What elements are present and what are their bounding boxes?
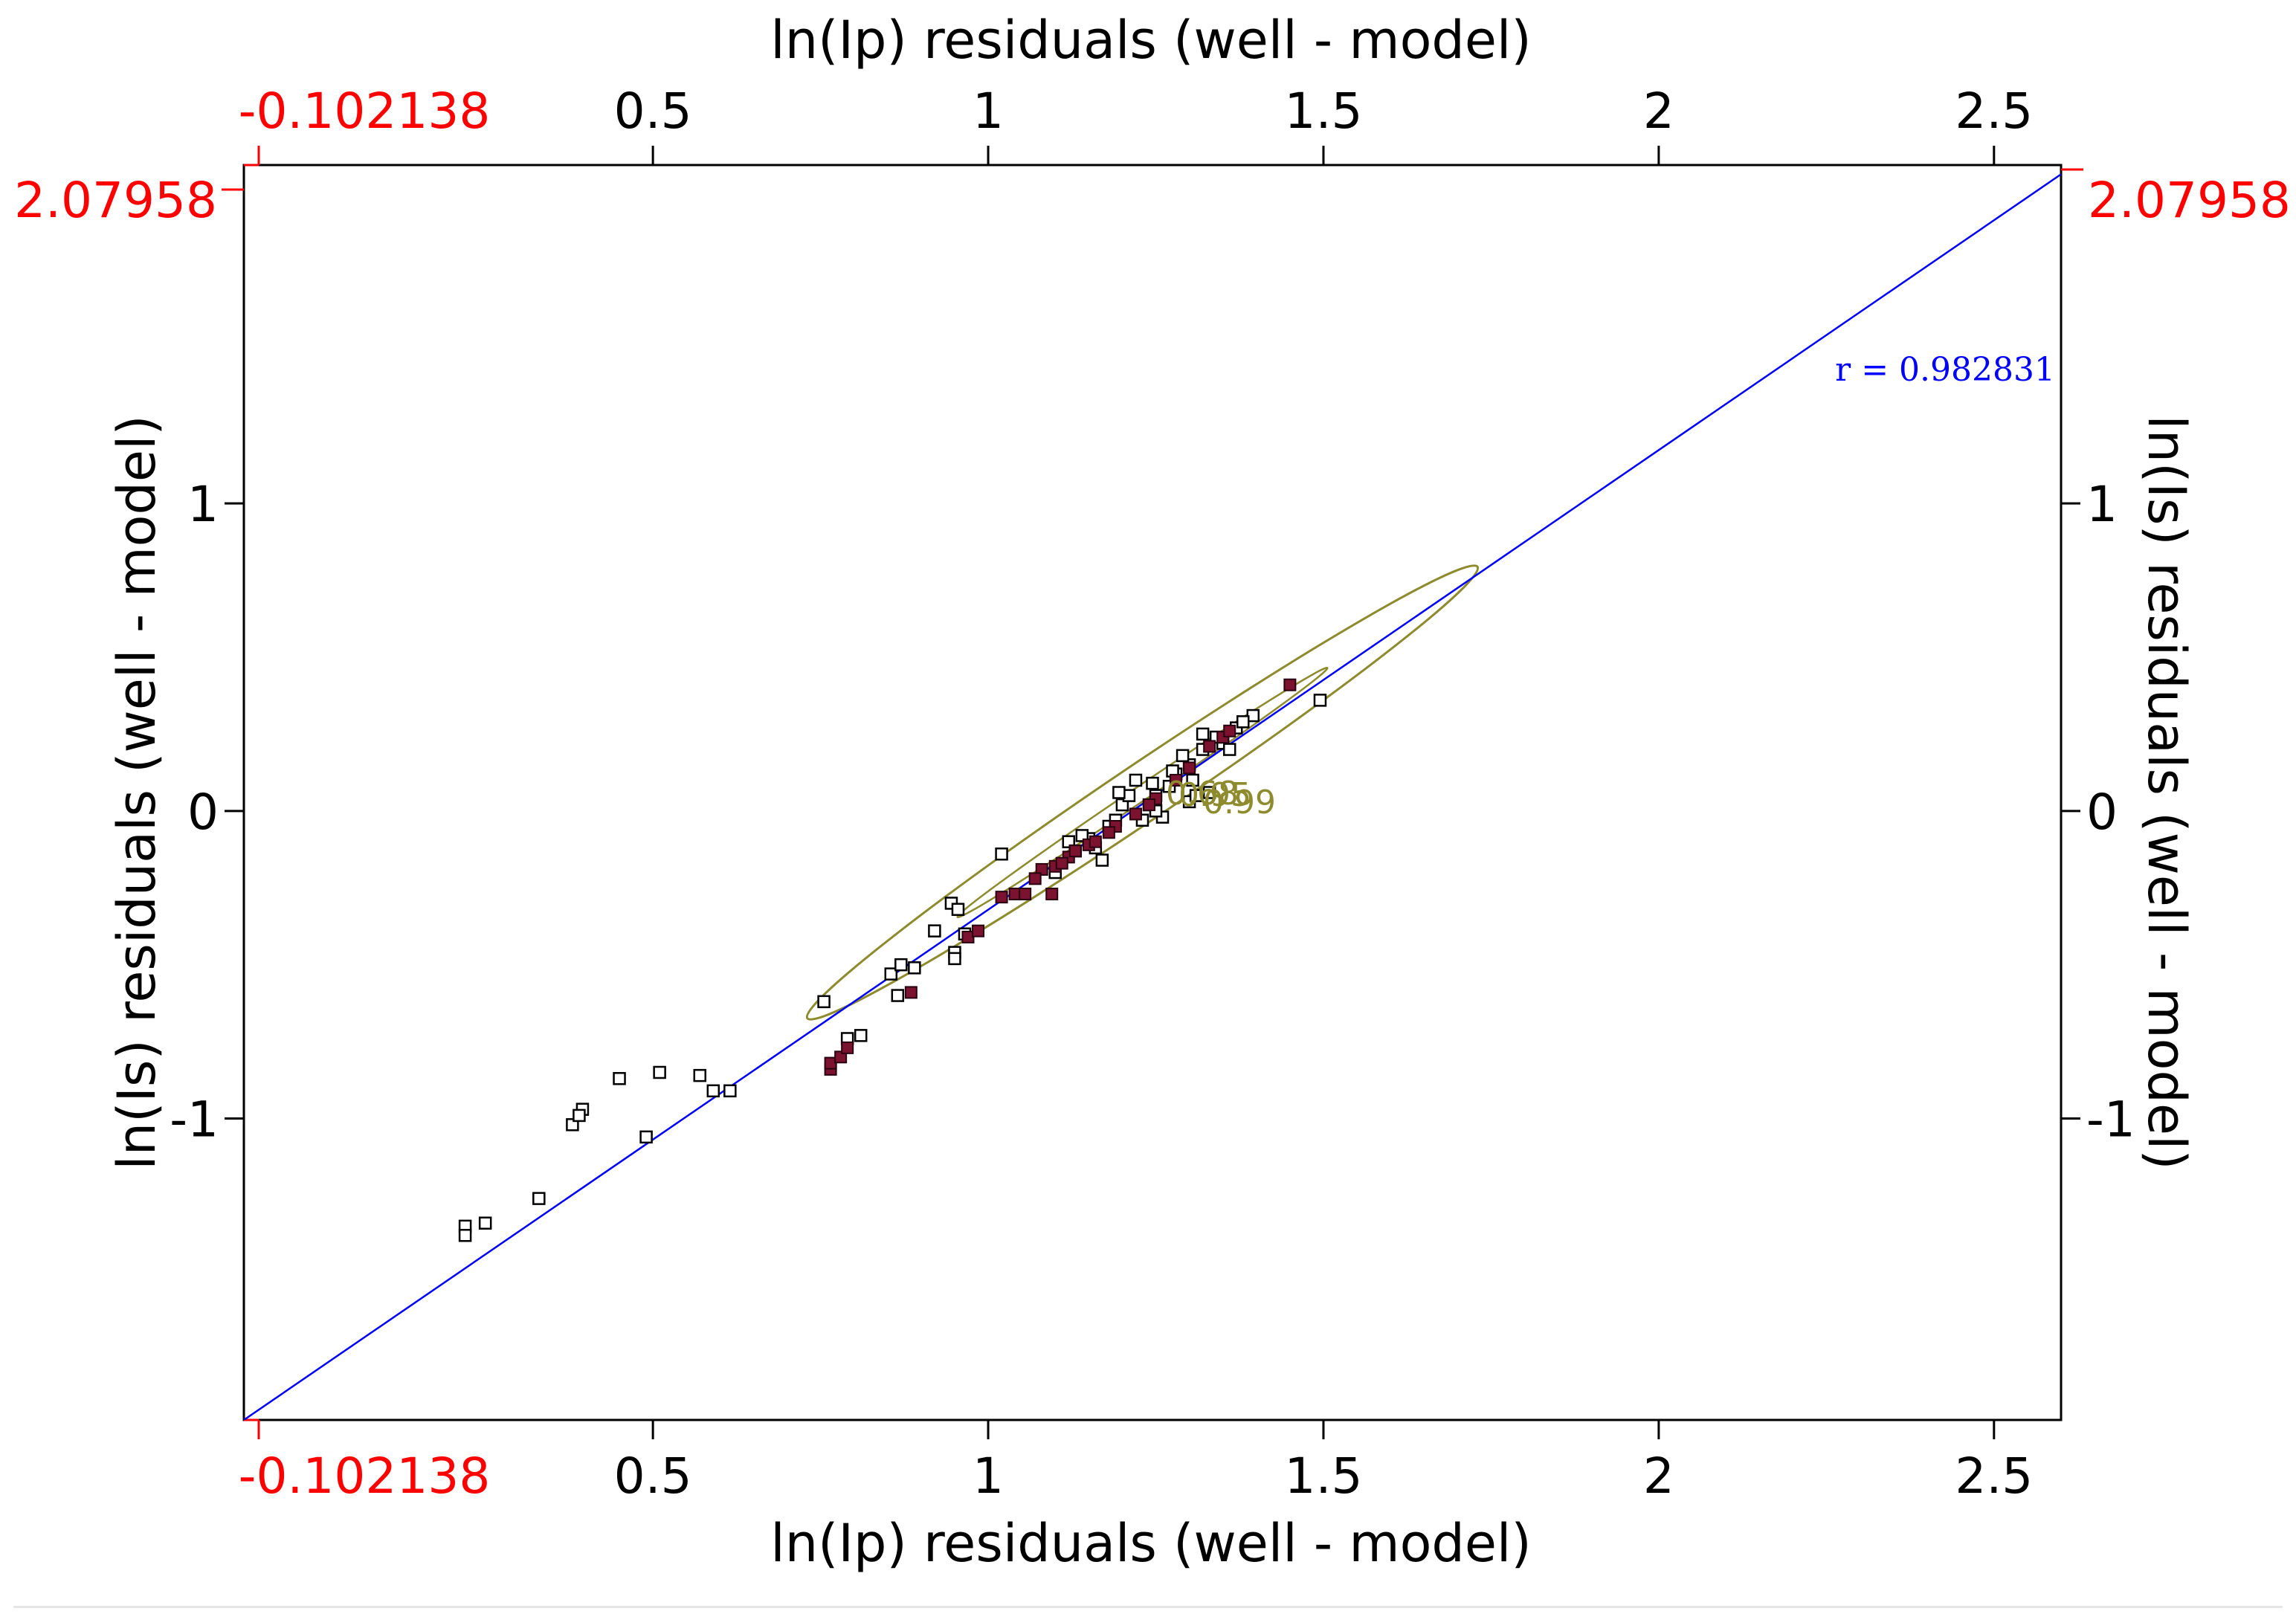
y-tick-label-left-2: 1 [187, 476, 219, 533]
point-open-6 [573, 1108, 586, 1123]
x-tick-label-bottom-2: 1.5 [1284, 1447, 1362, 1505]
point-open-22 [951, 903, 965, 916]
x-tick-label-bottom-3: 2 [1643, 1447, 1674, 1505]
point-open-62 [1095, 853, 1109, 867]
x-tick-label-top-1: 1 [973, 83, 1004, 140]
point-filled-16 [1089, 835, 1102, 848]
point-open-3 [532, 1192, 546, 1205]
x-tick-label-top-0: 0.5 [614, 83, 692, 140]
point-filled-22 [1203, 740, 1216, 753]
point-open-50 [1075, 829, 1089, 842]
point-open-59 [1186, 773, 1199, 787]
point-open-16 [884, 967, 898, 981]
point-filled-18 [1129, 807, 1142, 821]
ellipse-label-099: 0.99 [1203, 784, 1276, 821]
point-open-10 [693, 1068, 707, 1082]
y-tick-label-left-1: 0 [187, 784, 219, 841]
point-open-55 [1222, 743, 1236, 756]
x-min-label-top: -0.102138 [239, 83, 491, 140]
point-open-2 [478, 1216, 492, 1230]
ellipse-label-095: 0.95 [1178, 776, 1251, 814]
y-tick-label-right-2: 1 [2086, 476, 2118, 533]
point-filled-21 [1183, 761, 1196, 775]
point-filled-11 [1045, 888, 1059, 901]
x-tick-label-top-4: 2.5 [1955, 83, 2033, 140]
y-tick-label-right-1: 0 [2086, 784, 2118, 841]
ellipse-label-068: 0.68 [1166, 775, 1239, 813]
x-min-label-bottom: -0.102138 [239, 1447, 491, 1505]
point-open-26 [995, 847, 1008, 861]
point-open-56 [1236, 715, 1250, 729]
point-open-57 [1146, 776, 1159, 790]
x-tick-label-top-3: 2 [1643, 83, 1674, 140]
point-filled-25 [1028, 872, 1042, 885]
point-open-43 [1189, 789, 1203, 802]
point-open-20 [928, 924, 941, 937]
point-open-1 [458, 1229, 472, 1242]
point-filled-4 [904, 986, 918, 999]
point-filled-29 [1223, 724, 1236, 737]
x-tick-label-bottom-4: 2.5 [1955, 1447, 2033, 1505]
point-filled-27 [1102, 826, 1115, 839]
point-filled-26 [1055, 856, 1068, 870]
x-tick-label-bottom-1: 1 [973, 1447, 1004, 1505]
y-tick-label-right-0: -1 [2086, 1091, 2135, 1149]
plot-frame [242, 164, 2063, 1421]
point-open-18 [908, 961, 921, 975]
point-filled-6 [972, 924, 985, 937]
point-open-41 [1313, 694, 1327, 707]
x-min-marker: -0.102138 -0.102138 [239, 83, 491, 1505]
y-max-label-right: 2.07958 [2088, 172, 2291, 229]
point-open-15 [817, 995, 831, 1009]
point-open-9 [653, 1065, 666, 1079]
point-open-17 [894, 958, 908, 972]
point-filled-7 [995, 891, 1008, 904]
point-open-8 [639, 1130, 653, 1144]
point-open-24 [948, 952, 961, 966]
point-open-61 [1112, 786, 1126, 799]
bottom-divider [13, 1606, 2283, 1608]
y-axis-title-left: ln(Is) residuals (well - model) [106, 415, 167, 1169]
x-axis-title-top: ln(Ip) residuals (well - model) [770, 10, 1531, 71]
point-filled-2 [834, 1050, 848, 1064]
point-filled-9 [1019, 888, 1032, 901]
point-open-47 [1129, 773, 1143, 787]
filled-points [824, 678, 1297, 1076]
point-filled-20 [1170, 773, 1183, 787]
x-axis-title-bottom: ln(Ip) residuals (well - model) [770, 1513, 1531, 1574]
y-axis-ticks: -1 -1 0 0 1 1 [170, 476, 2135, 1148]
y-tick-label-left-0: -1 [170, 1091, 219, 1149]
point-open-44 [1202, 786, 1216, 799]
x-axis-ticks: 0.5 0.5 1 1 1.5 1.5 2 2 2.5 2.5 [614, 83, 2034, 1505]
point-open-12 [723, 1084, 737, 1098]
y-axis-title-right: ln(Is) residuals (well - model) [2136, 415, 2197, 1169]
point-open-7 [613, 1072, 626, 1085]
point-filled-28 [1142, 798, 1155, 812]
point-filled-10 [1035, 862, 1048, 876]
point-open-53 [1176, 749, 1190, 763]
x-tick-label-bottom-0: 0.5 [614, 1447, 692, 1505]
point-filled-24 [1283, 678, 1297, 691]
point-filled-3 [841, 1041, 854, 1054]
point-filled-14 [1068, 845, 1082, 858]
point-open-19 [891, 989, 905, 1002]
x-tick-label-top-2: 1.5 [1284, 83, 1362, 140]
y-max-label-left: 2.07958 [14, 172, 217, 229]
point-open-11 [706, 1084, 720, 1098]
y-max-marker: 2.07958 2.07958 [14, 168, 2291, 229]
point-open-63 [1196, 727, 1210, 741]
point-open-14 [854, 1029, 868, 1042]
correlation-label: r = 0.982831 [1835, 351, 2055, 389]
